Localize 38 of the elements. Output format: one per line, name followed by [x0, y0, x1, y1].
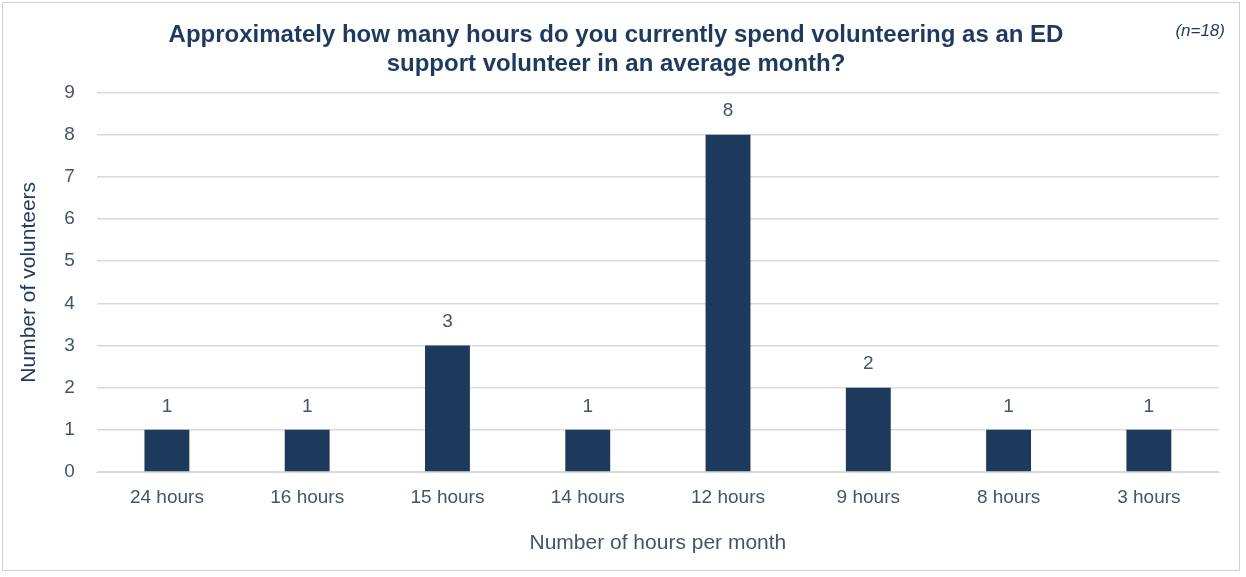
x-tick-label: 16 hours [270, 485, 345, 507]
x-tick-label: 12 hours [691, 485, 765, 507]
bar [845, 387, 891, 472]
data-label: 1 [301, 394, 313, 416]
chart-title: Approximately how many hours do you currently spend volunteering as an ED support volunteer in an average month? [168, 20, 1064, 76]
y-tick-label: 9 [64, 80, 75, 102]
y-tick-label: 0 [64, 460, 75, 482]
y-tick-label: 1 [64, 418, 75, 440]
bar [565, 429, 611, 472]
x-axis-title: Number of hours per month [529, 530, 787, 554]
data-label: 1 [1143, 394, 1155, 416]
data-label: 2 [863, 352, 874, 374]
y-axis-title: Number of volunteers [16, 181, 40, 383]
bar [705, 134, 751, 472]
x-tick-label: 15 hours [410, 485, 485, 507]
x-tick-label: 3 hours [1117, 485, 1181, 507]
data-label: 3 [442, 310, 453, 332]
x-tick-label: 9 hours [836, 485, 900, 507]
x-tick-label: 14 hours [550, 485, 625, 507]
x-tick-label: 8 hours [976, 485, 1041, 507]
y-tick-label: 2 [64, 375, 75, 397]
data-label: 1 [582, 394, 594, 416]
data-label: 1 [1003, 394, 1014, 416]
text: (n=18) [1175, 21, 1225, 41]
data-label: 8 [722, 99, 734, 121]
bar [986, 429, 1032, 472]
y-tick-label: 8 [64, 122, 75, 144]
bar [425, 345, 470, 472]
y-tick-label: 3 [64, 333, 75, 355]
bar [284, 429, 330, 472]
y-tick-label: 4 [64, 291, 76, 313]
y-tick-label: 7 [64, 165, 75, 187]
y-tick-label: 5 [64, 249, 75, 271]
bar [1126, 429, 1172, 472]
data-label: 1 [161, 394, 173, 416]
x-tick-label: 24 hours [129, 485, 204, 507]
bar [144, 429, 190, 472]
y-tick-label: 6 [64, 207, 75, 229]
